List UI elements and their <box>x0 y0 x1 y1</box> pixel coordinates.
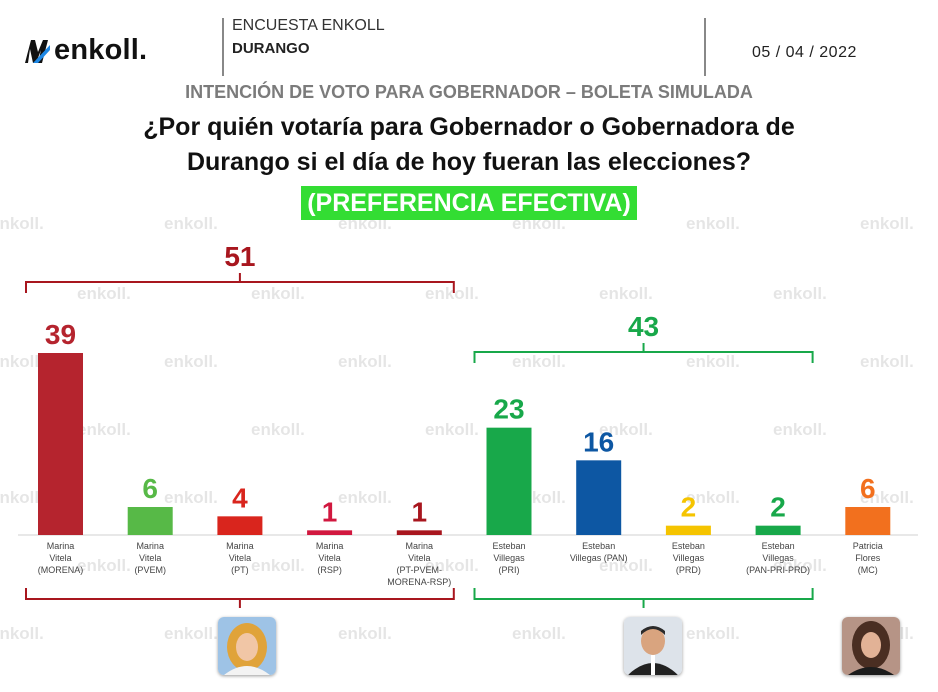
category-label-3-0: Marina <box>316 541 344 551</box>
patricia-flores-photo <box>842 617 900 675</box>
category-label-8-1: Villegas <box>762 553 794 563</box>
category-label-5-1: Villegas <box>493 553 525 563</box>
category-label-1-0: Marina <box>136 541 164 551</box>
highlight-wrap: (PREFERENCIA EFECTIVA) <box>0 186 938 220</box>
category-label-4-2: (PT-PVEM- <box>397 565 443 575</box>
header-divider-left <box>222 18 224 76</box>
enkoll-logo: enkoll. <box>22 34 147 67</box>
bar-2 <box>217 516 263 535</box>
group-bracket-top-1 <box>473 343 814 363</box>
category-label-2-2: (PT) <box>231 565 249 575</box>
category-label-2-1: Vitela <box>229 553 251 563</box>
category-label-1-2: (PVEM) <box>134 565 166 575</box>
marina-vitela-photo <box>218 617 276 675</box>
category-label-6-1: Villegas (PAN) <box>570 553 628 563</box>
bar-8 <box>755 525 801 535</box>
category-label-2-0: Marina <box>226 541 254 551</box>
group-bracket-bottom-1 <box>473 588 814 608</box>
bar-4 <box>396 530 442 535</box>
category-label-8-2: (PAN-PRI-PRD) <box>746 565 810 575</box>
category-label-3-1: Vitela <box>318 553 340 563</box>
question-line-1: ¿Por quién votaría para Gobernador o Gob… <box>143 113 795 141</box>
chart-question: ¿Por quién votaría para Gobernador o Gob… <box>40 110 898 180</box>
bar-6 <box>576 460 622 535</box>
bar-value-label-6: 16 <box>583 426 614 457</box>
bar-9 <box>845 507 891 535</box>
group-bracket-top-0 <box>25 273 455 293</box>
category-label-0-0: Marina <box>47 541 75 551</box>
bar-5 <box>486 427 532 535</box>
bar-value-label-8: 2 <box>770 492 786 523</box>
category-label-8-0: Esteban <box>762 541 795 551</box>
bar-1 <box>127 507 173 535</box>
survey-state: DURANGO <box>232 40 310 57</box>
chart-subtitle: INTENCIÓN DE VOTO PARA GOBERNADOR – BOLE… <box>185 82 753 102</box>
bar-value-label-4: 1 <box>412 496 428 527</box>
patricia-flores-portrait <box>842 617 900 675</box>
category-label-4-0: Marina <box>406 541 434 551</box>
bar-value-label-0: 39 <box>45 319 76 350</box>
effective-preference-badge: (PREFERENCIA EFECTIVA) <box>301 186 637 220</box>
group-bracket-bottom-0 <box>25 588 455 608</box>
category-label-4-1: Vitela <box>408 553 430 563</box>
esteban-villegas-portrait <box>624 617 682 675</box>
survey-date: 05 / 04 / 2022 <box>752 44 857 61</box>
category-label-7-2: (PRD) <box>676 565 701 575</box>
category-label-6-0: Esteban <box>582 541 615 551</box>
enkoll-logo-icon <box>25 39 50 63</box>
category-label-9-2: (MC) <box>858 565 878 575</box>
group-total-label-1: 43 <box>628 311 659 342</box>
bar-value-label-5: 23 <box>493 394 524 425</box>
category-label-0-2: (MORENA) <box>38 565 84 575</box>
category-label-4-3: MORENA-RSP) <box>387 577 451 587</box>
brand-name: enkoll. <box>54 34 148 66</box>
question-line-2: Durango si el día de hoy fueran las elec… <box>186 148 752 176</box>
category-label-1-1: Vitela <box>139 553 161 563</box>
category-label-5-0: Esteban <box>492 541 525 551</box>
category-label-9-0: Patricia <box>853 541 883 551</box>
category-label-5-2: (PRI) <box>499 565 520 575</box>
esteban-villegas-photo <box>624 617 682 675</box>
bar-value-label-7: 2 <box>681 492 697 523</box>
category-label-9-1: Flores <box>855 553 881 563</box>
bar-value-label-2: 4 <box>232 482 248 513</box>
category-label-3-2: (RSP) <box>317 565 342 575</box>
bar-3 <box>307 530 353 535</box>
category-label-7-0: Esteban <box>672 541 705 551</box>
bar-value-label-3: 1 <box>322 496 338 527</box>
group-total-label-0: 51 <box>224 241 255 272</box>
bar-value-label-1: 6 <box>142 473 158 504</box>
category-label-7-1: Villegas <box>673 553 705 563</box>
bar-7 <box>665 525 711 535</box>
category-label-0-1: Vitela <box>49 553 71 563</box>
marina-vitela-portrait <box>218 617 276 675</box>
bar-0 <box>38 353 83 535</box>
header-divider-right <box>704 18 706 76</box>
bar-value-label-9: 6 <box>860 473 876 504</box>
survey-name: ENCUESTA ENKOLL <box>232 17 385 34</box>
